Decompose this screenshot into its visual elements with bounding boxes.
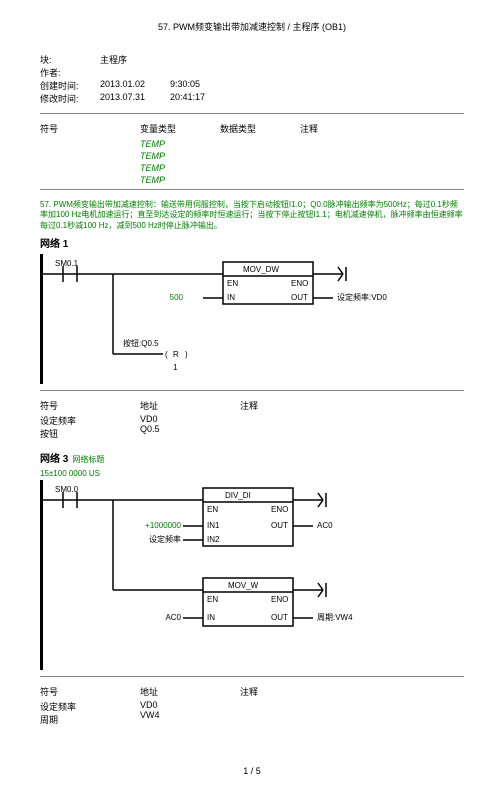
in2-label: IN2	[207, 535, 220, 544]
author-label: 作者:	[40, 66, 100, 79]
eno-label: ENO	[291, 279, 308, 288]
sym-cell: VD0	[140, 700, 240, 710]
divider	[40, 676, 464, 677]
create-label: 创建时间:	[40, 79, 100, 92]
divider	[40, 113, 464, 114]
network-title: 网络 3网络标题	[40, 450, 464, 465]
temp-row: TEMP	[140, 151, 464, 161]
in-label: IN	[207, 613, 215, 622]
modify-date: 2013.07.31	[100, 92, 170, 105]
en-label: EN	[207, 595, 218, 604]
page-title: 57. PWM频变输出带加减速控制 / 主程序 (OB1)	[40, 20, 464, 33]
net3-green: 15±100 0000 US	[40, 469, 464, 478]
block-label: 块:	[40, 53, 100, 66]
create-time: 9:30:05	[170, 79, 200, 92]
description: 57. PWM频变输出带加减速控制：输送带用伺服控制，当按下启动按钮I1.0；Q…	[40, 200, 464, 231]
sym-cell: 设定频率	[40, 700, 140, 713]
temp-row: TEMP	[140, 175, 464, 185]
svg-text:): )	[185, 350, 188, 359]
out-value: 设定频率:VD0	[337, 292, 387, 302]
block-name: DIV_DI	[225, 491, 251, 500]
eno-label: ENO	[271, 505, 288, 514]
col-symbol: 符号	[40, 122, 140, 135]
svg-text:(: (	[165, 350, 168, 359]
col-datatype: 数据类型	[220, 122, 300, 135]
out-label: OUT	[271, 521, 288, 530]
block-name: MOV_DW	[243, 265, 279, 274]
divider	[40, 390, 464, 391]
block-name: MOV_W	[228, 581, 259, 590]
temp-list: TEMP TEMP TEMP TEMP	[140, 139, 464, 185]
col-vartype: 变量类型	[140, 122, 220, 135]
header-block: 块: 主程序 作者: 创建时间: 2013.01.02 9:30:05 修改时间…	[40, 53, 464, 105]
ladder-svg: SM0.0 DIV_DI EN ENO IN1 OUT IN2 +1000000…	[43, 480, 423, 670]
sym-cell: 周期	[40, 713, 140, 726]
sym-cell: 按钮	[40, 427, 140, 440]
in2-value: 设定频率	[149, 534, 181, 544]
sym-cell: VW4	[140, 710, 240, 720]
network-title: 网络 1	[40, 235, 464, 250]
in1-value: +1000000	[145, 521, 181, 530]
in-value: 500	[170, 293, 184, 302]
symbol-table: 符号 设定频率 按钮 地址 VD0 Q0.5 注释	[40, 399, 464, 440]
coil-n: 1	[173, 363, 178, 372]
temp-row: TEMP	[140, 139, 464, 149]
coil-label: 按钮:Q0.5	[123, 338, 159, 348]
sym-head: 符号	[40, 399, 140, 412]
out-value: 周期:VW4	[317, 613, 353, 622]
sym-head: 地址	[140, 685, 240, 698]
in-value: AC0	[165, 613, 181, 622]
sym-cell: Q0.5	[140, 424, 240, 434]
en-label: EN	[207, 505, 218, 514]
in-label: IN	[227, 293, 235, 302]
temp-row: TEMP	[140, 163, 464, 173]
sym-cell: 设定频率	[40, 414, 140, 427]
symbol-table: 符号 设定频率 周期 地址 VD0 VW4 注释	[40, 685, 464, 726]
modify-time: 20:41:17	[170, 92, 205, 105]
out-label: OUT	[291, 293, 308, 302]
in1-label: IN1	[207, 521, 220, 530]
ladder-svg: SM0.1 MOV_DW EN ENO IN OUT 500 设定频率:VD0 …	[43, 254, 423, 384]
contact-label: SM0.1	[55, 259, 79, 268]
create-date: 2013.01.02	[100, 79, 170, 92]
block-value: 主程序	[100, 53, 127, 66]
en-label: EN	[227, 279, 238, 288]
sym-cell: VD0	[140, 414, 240, 424]
col-comment: 注释	[300, 122, 318, 135]
column-headers: 符号 变量类型 数据类型 注释	[40, 122, 464, 135]
sym-head: 注释	[240, 399, 258, 412]
sym-head: 地址	[140, 399, 240, 412]
sym-head: 符号	[40, 685, 140, 698]
divider	[40, 189, 464, 190]
contact-label: SM0.0	[55, 485, 79, 494]
out-value: AC0	[317, 521, 333, 530]
modify-label: 修改时间:	[40, 92, 100, 105]
ladder-net3: SM0.0 DIV_DI EN ENO IN1 OUT IN2 +1000000…	[40, 480, 464, 670]
eno-label: ENO	[271, 595, 288, 604]
coil-type: R	[173, 350, 179, 359]
sym-head: 注释	[240, 685, 258, 698]
out-label: OUT	[271, 613, 288, 622]
page-footer: 1 / 5	[40, 766, 464, 776]
ladder-net1: SM0.1 MOV_DW EN ENO IN OUT 500 设定频率:VD0 …	[40, 254, 464, 384]
